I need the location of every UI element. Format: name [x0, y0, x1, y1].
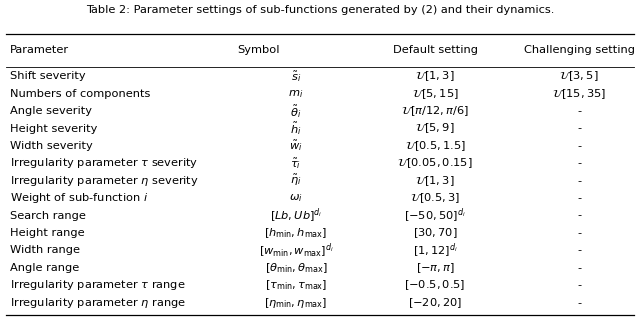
Text: $m_i$: $m_i$	[289, 88, 303, 100]
Text: $\mathcal{U}[15,35]$: $\mathcal{U}[15,35]$	[552, 87, 606, 101]
Text: -: -	[577, 141, 581, 151]
Text: Height range: Height range	[10, 228, 84, 238]
Text: -: -	[577, 193, 581, 203]
Text: -: -	[577, 176, 581, 186]
Text: Irregularity parameter $\tau$ range: Irregularity parameter $\tau$ range	[10, 278, 185, 292]
Text: $\mathcal{U}[0.5,1.5]$: $\mathcal{U}[0.5,1.5]$	[404, 139, 466, 153]
Text: $[-0.5,0.5]$: $[-0.5,0.5]$	[404, 278, 466, 292]
Text: $[-20,20]$: $[-20,20]$	[408, 296, 462, 309]
Text: $[\eta_{\min},\eta_{\max}]$: $[\eta_{\min},\eta_{\max}]$	[264, 296, 328, 310]
Text: $[h_{\min},h_{\max}]$: $[h_{\min},h_{\max}]$	[264, 226, 328, 240]
Text: -: -	[577, 228, 581, 238]
Text: $\mathcal{U}[0.05,0.15]$: $\mathcal{U}[0.05,0.15]$	[397, 156, 473, 170]
Text: -: -	[577, 124, 581, 134]
Text: -: -	[577, 298, 581, 308]
Text: Shift severity: Shift severity	[10, 71, 85, 81]
Text: Angle severity: Angle severity	[10, 106, 92, 116]
Text: Default setting: Default setting	[393, 46, 477, 55]
Text: $\mathcal{U}[5,15]$: $\mathcal{U}[5,15]$	[412, 87, 459, 101]
Text: -: -	[577, 158, 581, 168]
Text: $\mathcal{U}[1,3]$: $\mathcal{U}[1,3]$	[415, 174, 455, 188]
Text: Weight of sub-function $i$: Weight of sub-function $i$	[10, 191, 148, 205]
Text: $[Lb,Ub]^{d_i}$: $[Lb,Ub]^{d_i}$	[269, 206, 323, 225]
Text: $\tilde{w}_i$: $\tilde{w}_i$	[289, 138, 303, 153]
Text: -: -	[577, 211, 581, 221]
Text: $[\theta_{\min},\theta_{\max}]$: $[\theta_{\min},\theta_{\max}]$	[265, 261, 327, 275]
Text: $\mathcal{U}[3,5]$: $\mathcal{U}[3,5]$	[559, 70, 599, 83]
Text: $[1,12]^{d_i}$: $[1,12]^{d_i}$	[413, 241, 458, 260]
Text: Height severity: Height severity	[10, 124, 97, 134]
Text: Width severity: Width severity	[10, 141, 92, 151]
Text: Numbers of components: Numbers of components	[10, 89, 150, 99]
Text: Angle range: Angle range	[10, 263, 79, 273]
Text: $[30,70]$: $[30,70]$	[413, 226, 458, 240]
Text: $[-50,50]^{d_i}$: $[-50,50]^{d_i}$	[404, 206, 466, 225]
Text: $\tilde{\theta}_i$: $\tilde{\theta}_i$	[291, 103, 301, 120]
Text: -: -	[577, 106, 581, 116]
Text: $\tilde{s}_i$: $\tilde{s}_i$	[291, 69, 301, 84]
Text: $\mathcal{U}[\pi/12,\pi/6]$: $\mathcal{U}[\pi/12,\pi/6]$	[401, 104, 469, 118]
Text: $\tilde{\tau}_i$: $\tilde{\tau}_i$	[291, 156, 301, 171]
Text: $\tilde{\eta}_i$: $\tilde{\eta}_i$	[291, 173, 301, 188]
Text: -: -	[577, 245, 581, 255]
Text: -: -	[577, 280, 581, 290]
Text: -: -	[577, 263, 581, 273]
Text: $\mathcal{U}[5,9]$: $\mathcal{U}[5,9]$	[415, 122, 455, 136]
Text: $\mathcal{U}[0.5,3]$: $\mathcal{U}[0.5,3]$	[410, 191, 460, 205]
Text: Symbol: Symbol	[237, 46, 279, 55]
Text: Width range: Width range	[10, 245, 79, 255]
Text: Parameter: Parameter	[10, 46, 68, 55]
Text: $\omega_i$: $\omega_i$	[289, 192, 303, 204]
Text: $[-\pi,\pi]$: $[-\pi,\pi]$	[416, 261, 454, 275]
Text: $[w_{\min},w_{\max}]^{d_i}$: $[w_{\min},w_{\max}]^{d_i}$	[259, 241, 333, 260]
Text: $\tilde{h}_i$: $\tilde{h}_i$	[291, 120, 301, 137]
Text: Irregularity parameter $\eta$ range: Irregularity parameter $\eta$ range	[10, 296, 186, 310]
Text: Table 2: Parameter settings of sub-functions generated by (2) and their dynamics: Table 2: Parameter settings of sub-funct…	[86, 5, 554, 15]
Text: $\mathcal{U}[1,3]$: $\mathcal{U}[1,3]$	[415, 70, 455, 83]
Text: Irregularity parameter $\eta$ severity: Irregularity parameter $\eta$ severity	[10, 174, 198, 188]
Text: Challenging setting: Challenging setting	[524, 46, 635, 55]
Text: $[\tau_{\min},\tau_{\max}]$: $[\tau_{\min},\tau_{\max}]$	[265, 278, 327, 292]
Text: Search range: Search range	[10, 211, 86, 221]
Text: Irregularity parameter $\tau$ severity: Irregularity parameter $\tau$ severity	[10, 156, 198, 170]
